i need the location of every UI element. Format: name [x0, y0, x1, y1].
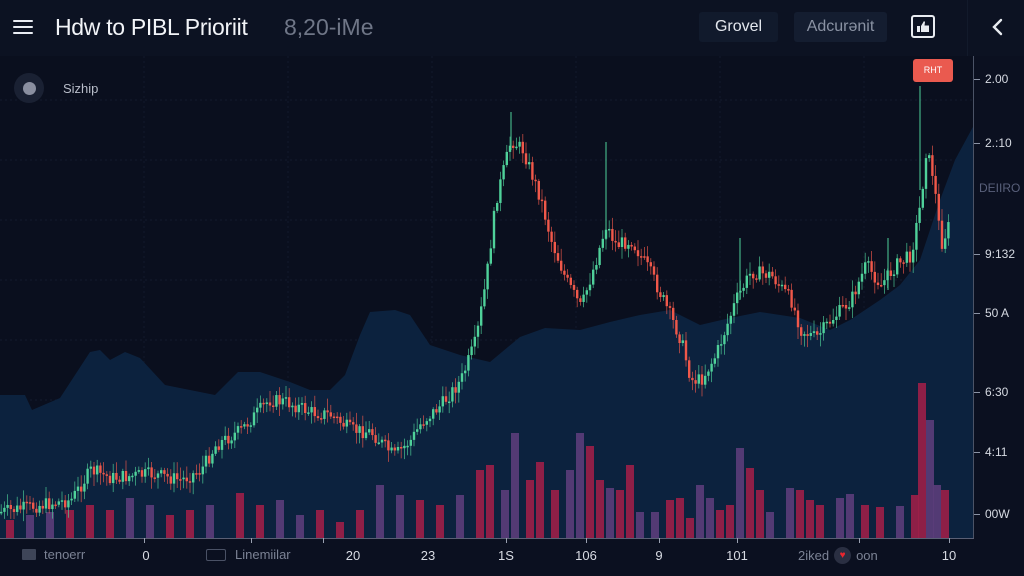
header-divider — [967, 0, 968, 56]
candlestick-chart-canvas — [0, 56, 974, 540]
x-axis-label: 10 — [941, 548, 957, 563]
legend-label: Sizhip — [63, 80, 99, 96]
price-axis[interactable]: 2.00 2.:10 DEIIRO 9:132 50 A 6:30 4:11 00W — [973, 56, 1024, 540]
y-tick — [974, 392, 980, 393]
toolbar-heart-button[interactable]: 2iked ♥ oon — [798, 547, 878, 564]
x-tick — [144, 538, 145, 543]
share-thumb-icon[interactable] — [911, 15, 935, 38]
heart-icon[interactable]: ♥ — [834, 547, 852, 564]
toolbar-chart-type-button[interactable]: tenoerr — [22, 547, 85, 562]
y-axis-label: 2.:10 — [985, 136, 1012, 150]
x-axis-label: 20 — [345, 548, 361, 563]
y-tick — [974, 254, 980, 255]
y-axis-label: 6:30 — [985, 385, 1009, 399]
toolbar-label: oon — [856, 548, 878, 563]
x-tick — [586, 538, 587, 543]
hamburger-menu-icon[interactable] — [12, 16, 36, 40]
indicator-icon — [206, 548, 226, 561]
chevron-left-icon[interactable] — [988, 15, 1008, 39]
y-axis-label: 00W — [985, 507, 1010, 521]
y-tick — [974, 143, 980, 144]
y-axis-label: 4:11 — [985, 445, 1008, 459]
time-axis: 0 20 23 1S 106 9 101 10 tenoerr Linemiilar 2iked ♥ o… — [0, 538, 1024, 576]
x-tick — [659, 538, 660, 543]
x-axis-label: 1S — [498, 548, 514, 563]
x-tick — [949, 538, 950, 543]
chart-type-icon — [22, 549, 36, 560]
y-axis-label: 50 A — [985, 306, 1010, 320]
y-axis-label: DEIIRO — [979, 181, 1021, 195]
x-axis-label: 23 — [420, 548, 436, 563]
current-price-tag: RHT — [913, 59, 953, 82]
x-axis-label: 101 — [726, 548, 748, 563]
x-axis-label: 9 — [655, 548, 663, 563]
y-tick — [974, 313, 980, 314]
toolbar-indicator-button[interactable]: Linemiilar — [206, 547, 291, 562]
toolbar-label: 2iked — [798, 548, 830, 563]
toolbar-label: Linemiilar — [235, 547, 291, 562]
y-tick — [974, 452, 980, 453]
time-axis-line — [0, 538, 974, 539]
toolbar-label: tenoerr — [44, 547, 86, 562]
x-axis-label: 0 — [142, 548, 150, 563]
y-tick — [974, 79, 980, 80]
price-chart[interactable] — [0, 56, 974, 540]
x-tick — [251, 538, 252, 543]
y-tick — [974, 514, 980, 515]
grovel-button[interactable]: Grovel — [699, 12, 778, 42]
x-tick — [506, 538, 507, 543]
series-legend[interactable]: Sizhip — [14, 73, 98, 103]
y-axis-label: 9:132 — [985, 247, 1016, 261]
page-subtitle: 8,20-iMe — [284, 14, 374, 40]
x-tick — [737, 538, 738, 543]
series-dot-icon — [14, 73, 44, 103]
page-title: Hdw to PIBL Prioriit — [55, 14, 248, 40]
x-tick — [859, 538, 860, 543]
x-axis-label: 106 — [575, 548, 597, 563]
app-header: Hdw to PIBL Prioriit 8,20-iMe Grovel Adc… — [0, 0, 1024, 56]
x-tick — [323, 538, 324, 543]
y-axis-label: 2.00 — [985, 72, 1009, 86]
account-button[interactable]: Adcurənit — [794, 12, 887, 42]
